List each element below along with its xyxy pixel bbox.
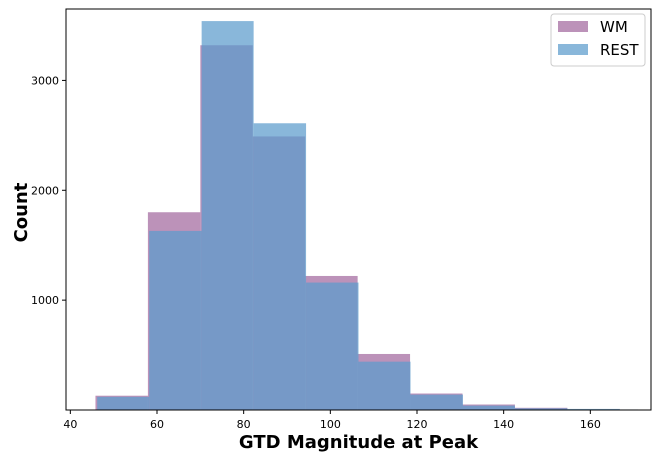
bar-rest-9	[567, 408, 620, 410]
bar-rest-3	[253, 123, 307, 410]
x-axis-ticks: 40 60 80 100 120 140 160	[63, 410, 601, 431]
legend-swatch-wm	[558, 21, 588, 32]
y-axis-label: Count	[11, 182, 32, 242]
legend-swatch-rest	[558, 44, 588, 55]
x-tick-label: 60	[150, 418, 164, 431]
y-tick-label: 3000	[31, 74, 59, 87]
x-tick-label: 40	[63, 418, 77, 431]
bar-rest-7	[462, 405, 515, 410]
bar-rest-2	[201, 21, 254, 411]
x-tick-label: 160	[580, 418, 601, 431]
bar-rest-4	[306, 282, 359, 410]
x-axis-label: GTD Magnitude at Peak	[239, 432, 479, 453]
bar-rest-1	[149, 230, 202, 410]
y-axis-ticks: 1000 2000 3000	[31, 74, 66, 307]
legend-label-wm: WM	[600, 18, 628, 36]
bar-rest-6	[410, 394, 463, 410]
y-tick-label: 2000	[31, 184, 59, 197]
legend: WM REST	[550, 13, 646, 67]
x-tick-label: 80	[237, 418, 251, 431]
bar-rest-5	[358, 361, 411, 410]
x-tick-label: 140	[493, 418, 514, 431]
bar-rest-0	[97, 396, 150, 410]
y-tick-label: 1000	[31, 294, 59, 307]
legend-label-rest: REST	[600, 41, 639, 59]
bar-rest-8	[514, 408, 568, 410]
x-tick-label: 120	[407, 418, 428, 431]
plot-frame	[65, 8, 652, 411]
x-tick-label: 100	[320, 418, 341, 431]
bars-layer	[95, 21, 638, 411]
